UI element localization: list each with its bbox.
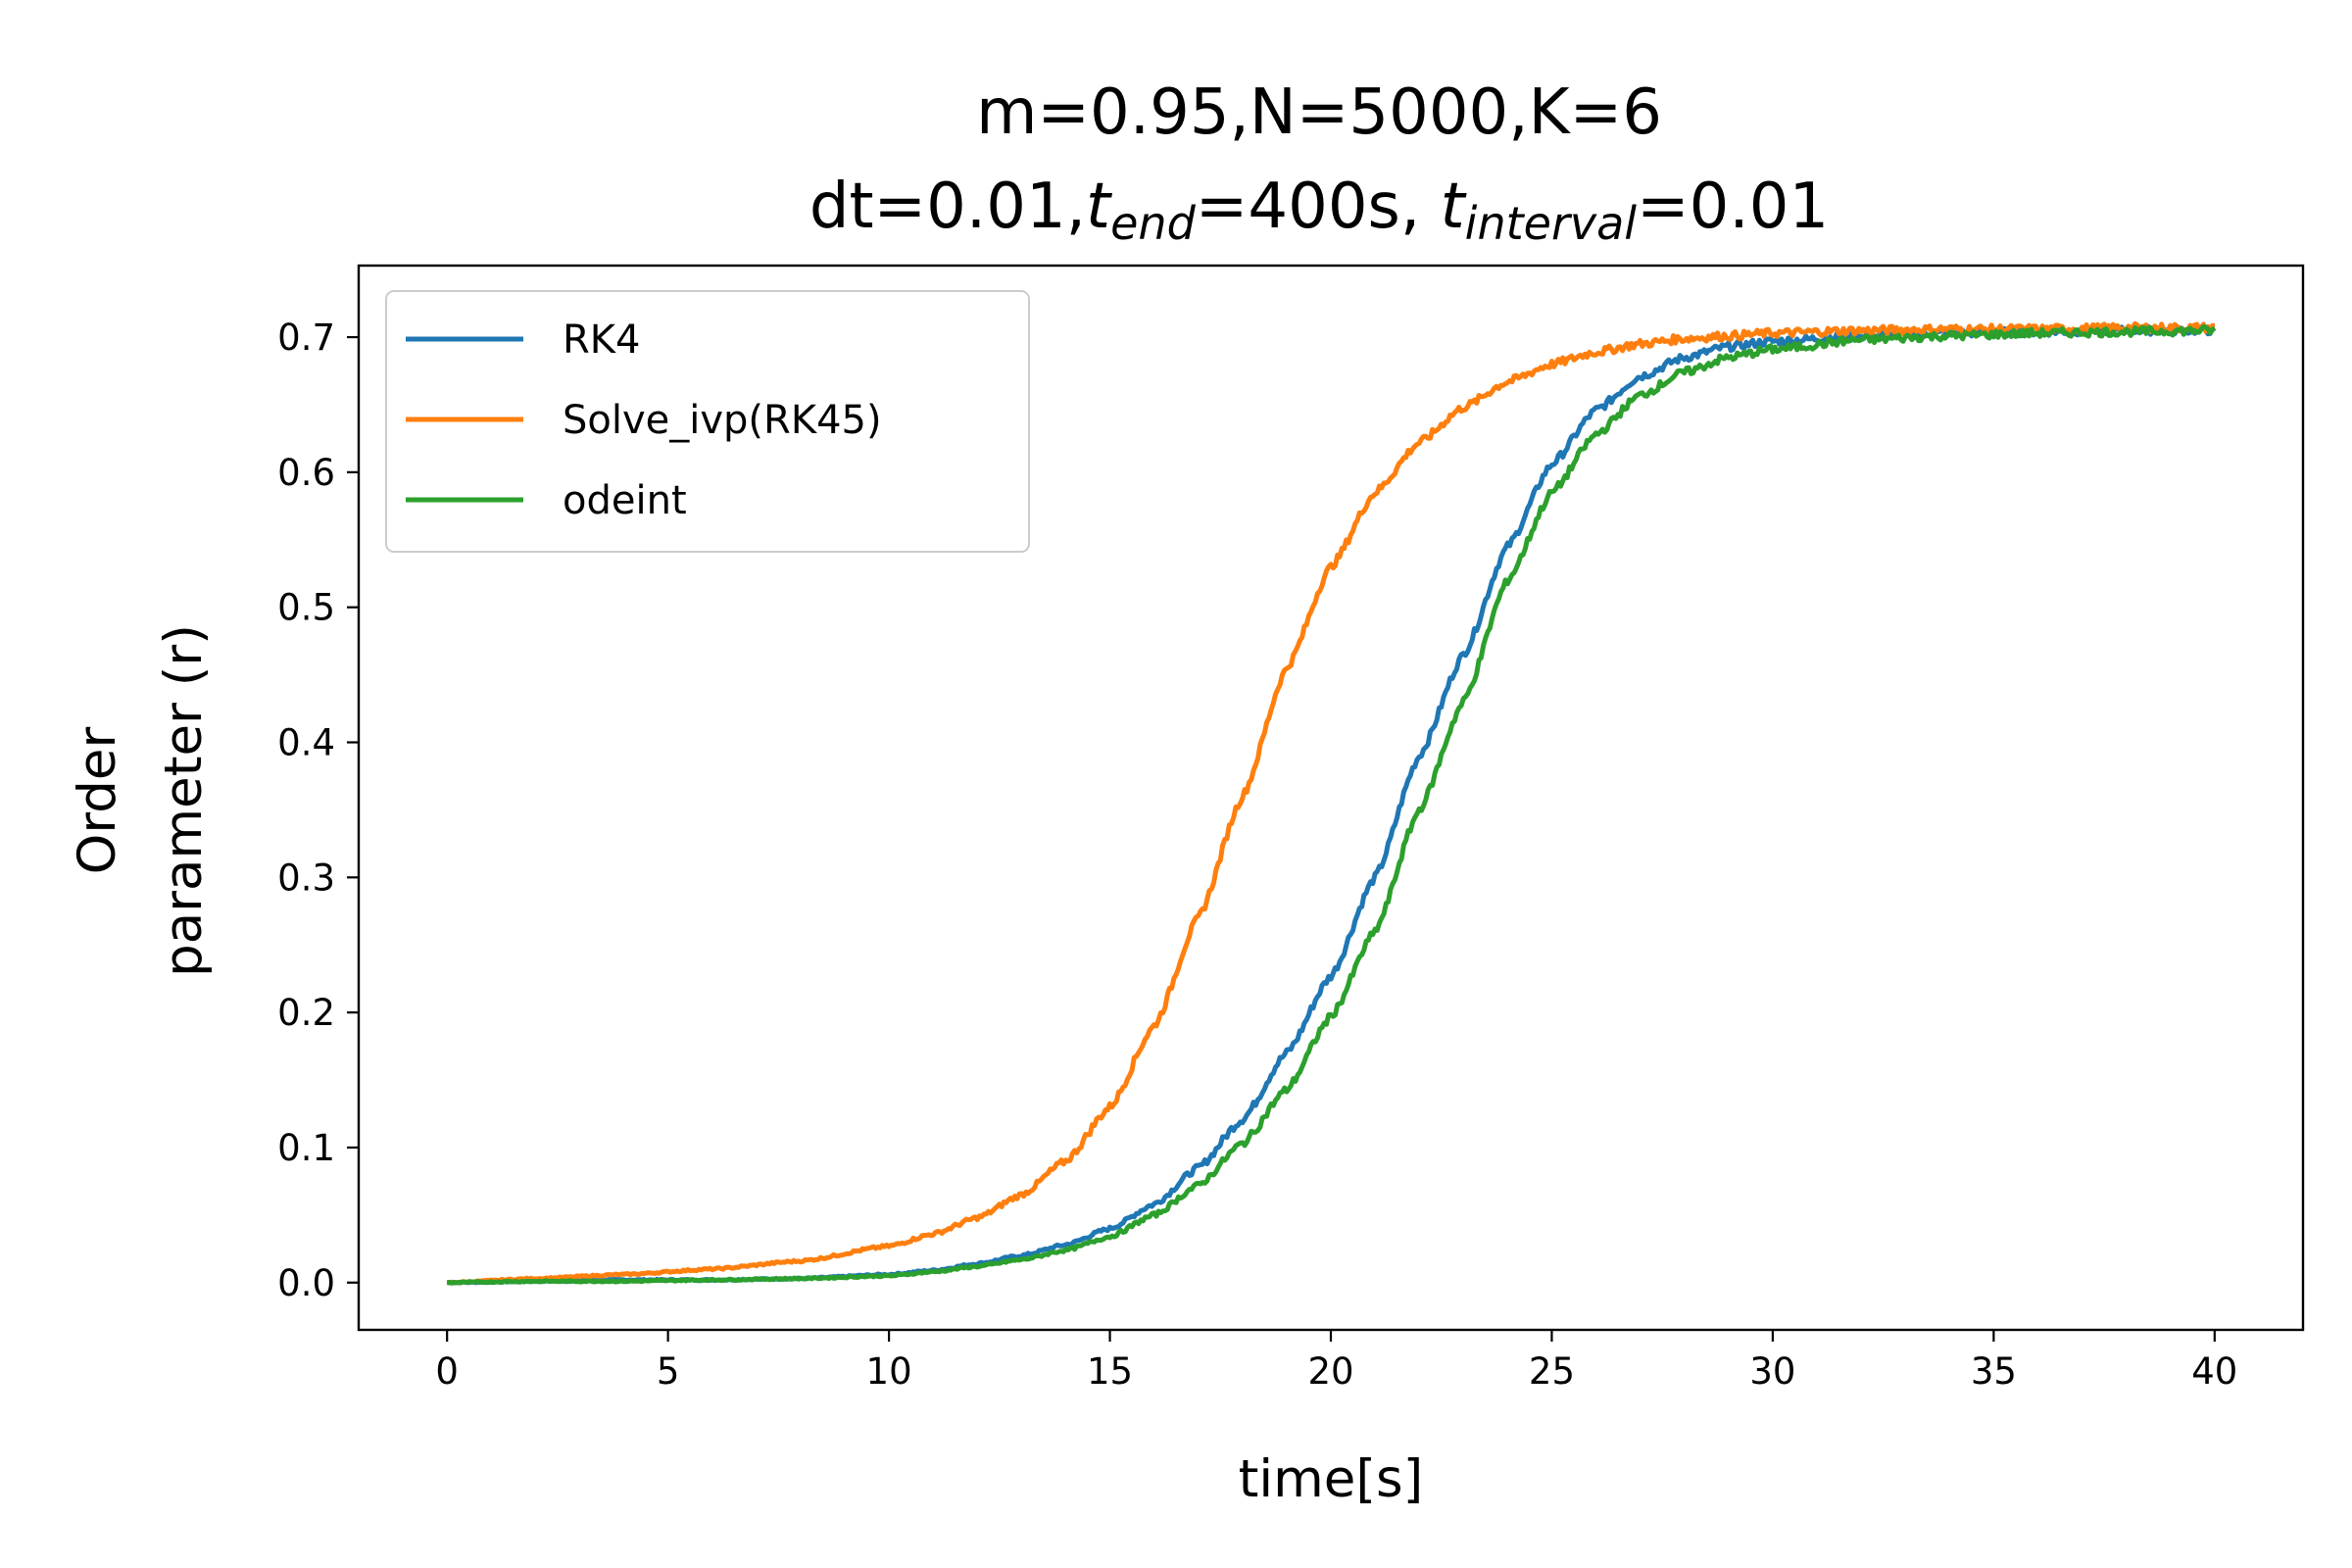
legend-box: [385, 290, 1030, 553]
x-tick-label: 40: [2191, 1350, 2237, 1393]
x-tick-label: 5: [657, 1350, 680, 1393]
x-axis-ticks: 0 5 10 15 20 25 30 35 40: [435, 1330, 2237, 1393]
x-tick-label: 10: [866, 1350, 912, 1393]
y-tick-label: 0.7: [277, 317, 335, 359]
y-tick-label: 0.5: [277, 587, 335, 629]
legend: RK4 Solve_ivp(RK45)odeint: [385, 290, 1030, 553]
legend-label: RK4: [563, 318, 640, 363]
y-axis-label-line1: Order: [68, 726, 127, 874]
title-t-interval-value: =0.01: [1637, 171, 1829, 243]
x-tick-label: 15: [1087, 1350, 1133, 1393]
x-axis-label: time[s]: [1239, 1449, 1424, 1509]
y-axis-ticks: 0.0 0.1 0.2 0.3 0.4 0.5 0.6 0.7: [277, 317, 359, 1304]
legend-items: RK4 Solve_ivp(RK45)odeint: [406, 318, 882, 523]
title-t-end-subscript: end: [1110, 197, 1196, 250]
title-t-end-symbol: t: [1086, 171, 1113, 243]
chart-title-line1: m=0.95,N=5000,K=6: [976, 76, 1662, 149]
x-tick-label: 25: [1529, 1350, 1575, 1393]
y-tick-label: 0.3: [277, 857, 335, 899]
x-tick-label: 35: [1971, 1350, 2017, 1393]
x-tick-label: 30: [1749, 1350, 1795, 1393]
title-t-end-value: =400s,: [1196, 171, 1441, 243]
y-tick-label: 0.1: [277, 1127, 335, 1169]
title-t-interval-symbol: t: [1441, 171, 1468, 243]
title-dt: dt=0.01,: [809, 171, 1086, 243]
y-axis-label: Order parameter (r): [68, 624, 214, 977]
x-tick-label: 20: [1307, 1350, 1353, 1393]
y-tick-label: 0.0: [277, 1262, 335, 1304]
series-line-2: [446, 324, 2217, 1286]
title-t-interval-subscript: interval: [1465, 197, 1638, 250]
y-tick-label: 0.2: [277, 992, 335, 1034]
y-tick-label: 0.4: [277, 721, 335, 763]
legend-label: Solve_ivp(RK45): [563, 398, 882, 443]
series-layer: [446, 320, 2217, 1286]
y-tick-label: 0.6: [277, 452, 335, 494]
y-axis-label-line2: parameter (r): [154, 624, 214, 977]
legend-label: odeint: [563, 478, 687, 523]
x-tick-label: 0: [435, 1350, 459, 1393]
series-line-1: [446, 320, 2216, 1286]
chart-title-line2: dt=0.01,tend=400s, tinterval=0.01: [809, 171, 1829, 250]
